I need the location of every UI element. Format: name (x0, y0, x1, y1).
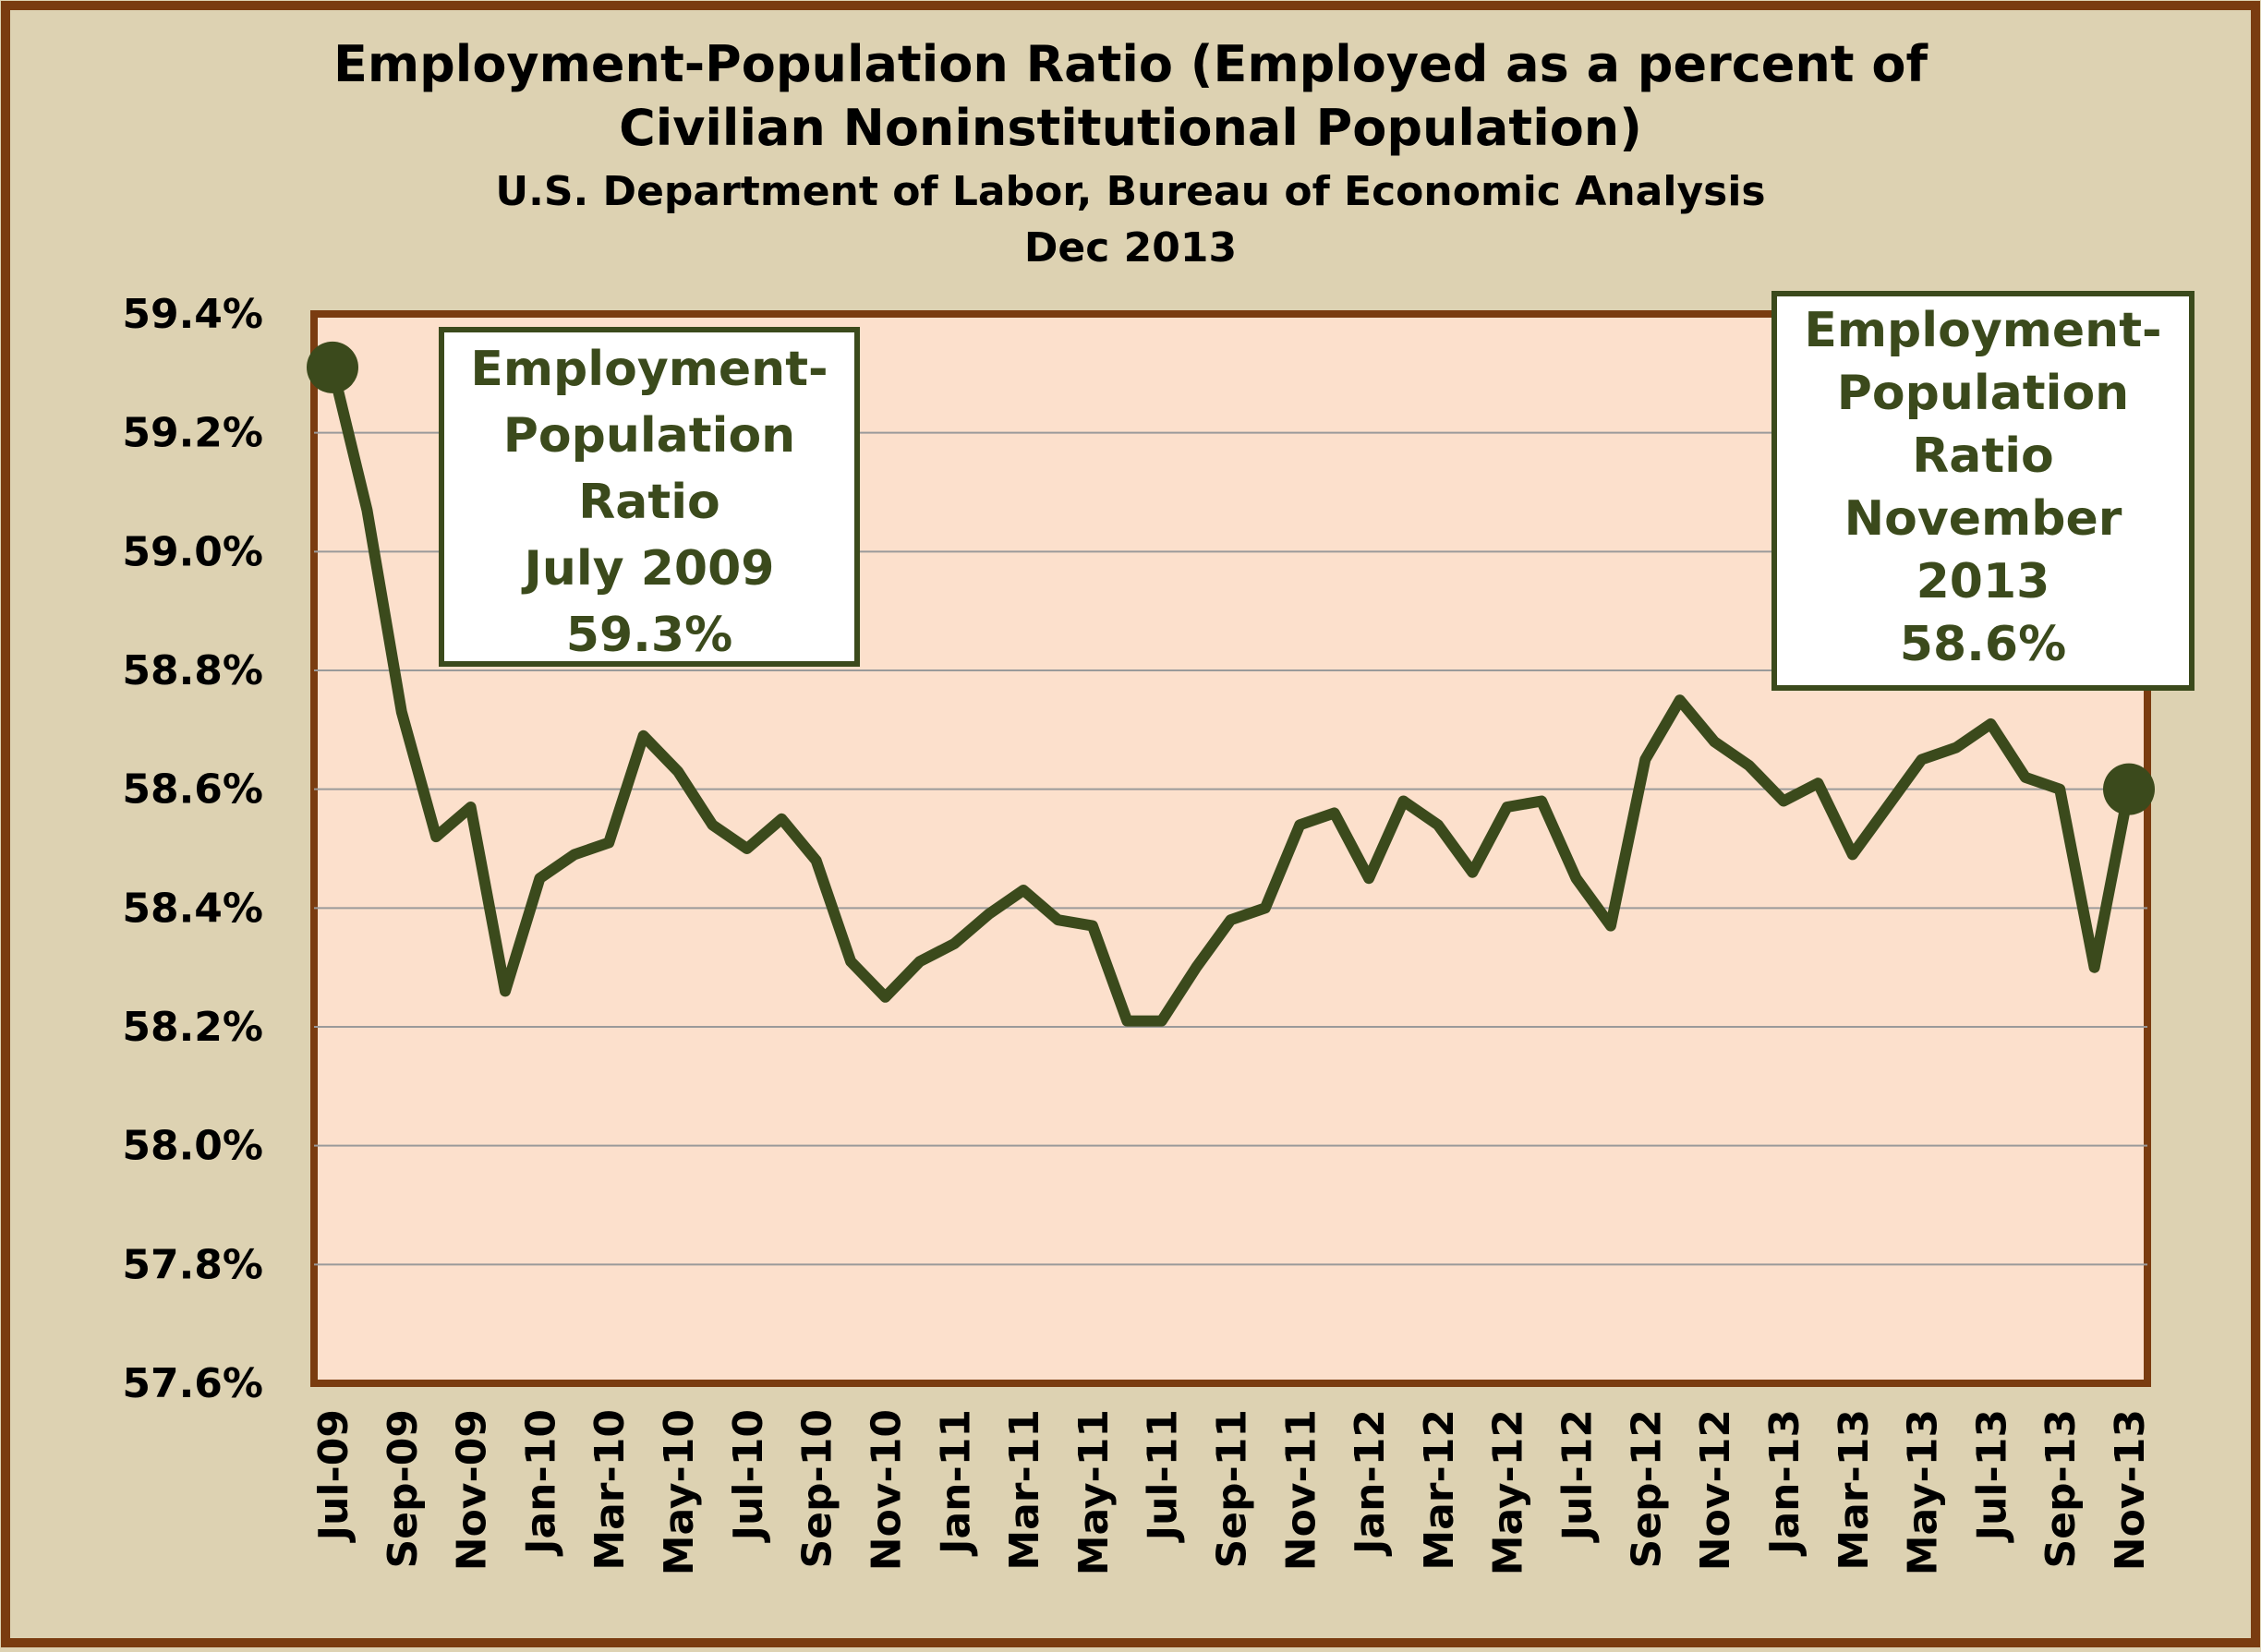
series-line (327, 361, 2134, 1027)
x-tick-label: Mar-11 (1001, 1409, 1048, 1571)
x-tick-label: Nov-10 (863, 1409, 910, 1571)
x-tick-label: Nov-13 (2107, 1409, 2154, 1571)
y-tick-label: 59.4% (122, 291, 263, 338)
x-tick-label: Jan-11 (932, 1409, 979, 1557)
y-tick-label: 58.6% (122, 766, 263, 814)
annotation-box (1771, 291, 2194, 691)
annotation-text: Employment- (470, 342, 828, 397)
y-tick-label: 59.2% (122, 410, 263, 457)
y-tick-label: 59.0% (122, 528, 263, 575)
x-tick-label: Jan-10 (517, 1409, 564, 1557)
y-tick-label: 57.6% (122, 1360, 263, 1407)
annotation-text: 2013 (1916, 554, 2050, 609)
x-tick-label: Jul-11 (1140, 1409, 1187, 1543)
annotation-text: Ratio (1912, 428, 2054, 484)
y-tick-label: 58.0% (122, 1123, 263, 1170)
chart-subtitle: U.S. Department of Labor, Bureau of Econ… (495, 168, 1765, 215)
y-tick-label: 58.4% (122, 885, 263, 932)
annotation-text: November (1844, 491, 2122, 547)
annotation-text: 58.6% (1900, 617, 2066, 672)
x-tick-label: Jul-10 (725, 1409, 772, 1543)
x-tick-label: Sep-09 (380, 1409, 427, 1569)
annotation-text: Employment- (1804, 303, 2161, 358)
annotation-box (439, 327, 860, 667)
annotation-text: Ratio (578, 475, 720, 530)
x-tick-label: Nov-11 (1277, 1409, 1324, 1571)
x-tick-label: Sep-10 (794, 1409, 841, 1569)
annotation-text: Population (1837, 366, 2129, 421)
x-tick-label: Mar-13 (1831, 1409, 1878, 1571)
y-axis-ticks: 57.6% 57.8% 58.0% 58.2% 58.4% 58.6% 58.8% 59.0%… (122, 291, 263, 1407)
x-tick-label: May-11 (1070, 1409, 1118, 1575)
x-tick-label: Jul-13 (1968, 1409, 2015, 1543)
x-tick-label: Mar-12 (1416, 1409, 1463, 1571)
x-tick-label: Sep-13 (2037, 1409, 2085, 1569)
x-axis-ticks: Jul-09 Sep-09 Nov-09 Jan-10 Mar-10 May-10 Jul-… (310, 1409, 2154, 1575)
y-tick-label: 58.8% (122, 647, 263, 694)
x-tick-label: Jul-12 (1554, 1409, 1602, 1543)
x-tick-label: Nov-09 (449, 1409, 496, 1571)
annotation-text: July 2009 (522, 541, 775, 597)
series (327, 361, 2134, 1027)
annotation-marker (307, 341, 358, 393)
chart-subtitle-line2: Dec 2013 (1024, 224, 1237, 271)
x-tick-label: May-13 (1900, 1409, 1947, 1575)
x-tick-label: Sep-12 (1623, 1409, 1670, 1569)
x-tick-label: May-12 (1485, 1409, 1532, 1575)
x-tick-label: May-10 (656, 1409, 703, 1575)
y-tick-label: 58.2% (122, 1004, 263, 1051)
annotation-text: 59.3% (566, 608, 732, 663)
annotation-marker (2103, 763, 2155, 815)
x-tick-label: Jul-09 (310, 1409, 357, 1543)
annotations: Employment- Population Ratio July 2009 59.3%… (307, 291, 2194, 815)
y-tick-label: 57.8% (122, 1241, 263, 1288)
chart-title: Employment-Population Ratio (Employed as… (333, 35, 1928, 93)
x-tick-label: Jan-13 (1761, 1409, 1808, 1557)
x-tick-label: Jan-12 (1347, 1409, 1394, 1557)
x-tick-label: Nov-12 (1692, 1409, 1739, 1571)
x-tick-label: Mar-10 (586, 1409, 634, 1571)
chart-title-line2: Civilian Noninstitutional Population) (619, 99, 1642, 157)
x-tick-label: Sep-11 (1209, 1409, 1256, 1569)
annotation-text: Population (503, 408, 795, 464)
